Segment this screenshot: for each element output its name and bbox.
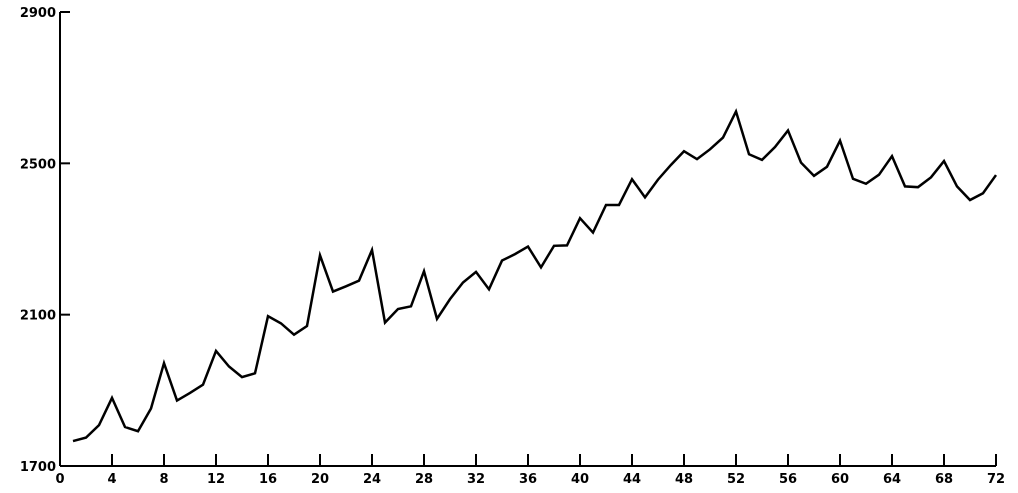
x-tick-label: 48 xyxy=(675,472,693,487)
y-tick-label: 2100 xyxy=(20,309,56,324)
x-tick-label: 8 xyxy=(159,472,168,487)
x-tick-label: 40 xyxy=(571,472,589,487)
y-tick-label: 2500 xyxy=(20,157,56,172)
y-tick-label: 2900 xyxy=(20,6,56,21)
x-tick-label: 68 xyxy=(935,472,953,487)
x-tick-label: 4 xyxy=(107,472,116,487)
x-tick-label: 20 xyxy=(311,472,329,487)
x-tick-label: 32 xyxy=(467,472,485,487)
x-tick-label: 16 xyxy=(259,472,277,487)
x-tick-label: 64 xyxy=(883,472,901,487)
x-tick-label: 60 xyxy=(831,472,849,487)
x-tick-label: 24 xyxy=(363,472,381,487)
x-tick-label: 72 xyxy=(987,472,1005,487)
x-tick-label: 0 xyxy=(55,472,64,487)
y-tick-label: 1700 xyxy=(20,460,56,475)
x-tick-label: 44 xyxy=(623,472,641,487)
series-group xyxy=(72,108,998,443)
x-axis: 0 4 8 12 16 20 24 28 32 36 40 44 48 52 56 60 64 68 72 xyxy=(55,454,1005,487)
x-tick-label: 28 xyxy=(415,472,433,487)
series-line xyxy=(72,108,998,443)
x-tick-label: 56 xyxy=(779,472,797,487)
y-axis: 1700 2100 2500 2900 xyxy=(20,6,70,475)
x-tick-label: 12 xyxy=(207,472,225,487)
x-tick-label: 36 xyxy=(519,472,537,487)
x-tick-label: 52 xyxy=(727,472,745,487)
